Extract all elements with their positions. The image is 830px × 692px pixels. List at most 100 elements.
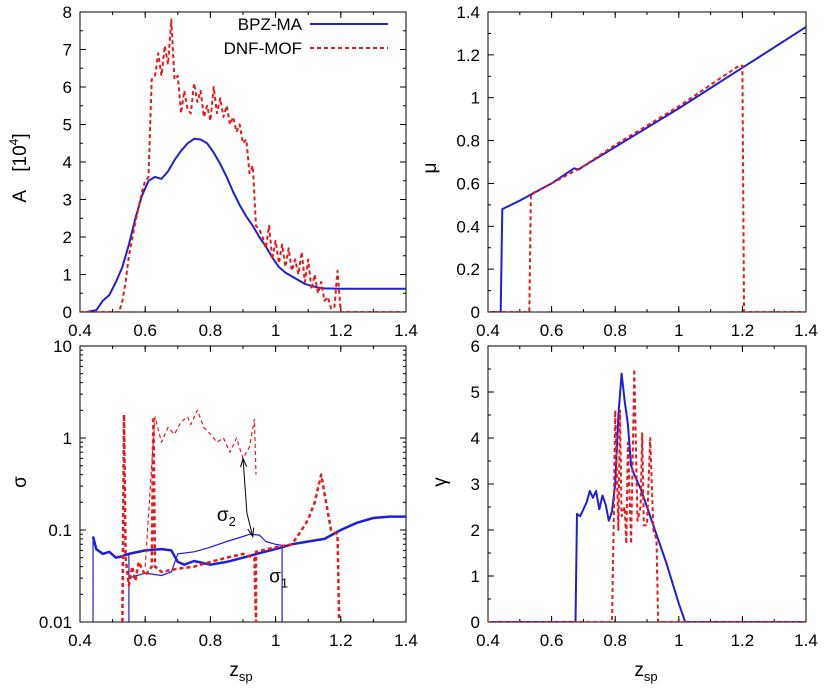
annotation-subscript: 2 xyxy=(229,514,236,529)
panel-A-ytick-label: 6 xyxy=(63,78,72,97)
panel-sigma-xtick-label: 1 xyxy=(271,631,280,650)
panel-A-xtick-label: 0.4 xyxy=(68,321,92,340)
panel-mu-xtick-label: 0.4 xyxy=(476,321,500,340)
panel-mu-xtick-label: 1.4 xyxy=(794,321,818,340)
annotation-arrow-head xyxy=(247,527,255,538)
annotation-base: σ xyxy=(217,505,229,526)
annotation-arrow-head xyxy=(240,456,248,468)
series-line-dnf-mof xyxy=(488,64,806,312)
panel-gamma-xtick-label: 0.8 xyxy=(603,631,627,650)
panel-mu-ytick-label: 0.6 xyxy=(456,174,480,193)
panel-a-ylabel-exp: 4 xyxy=(7,138,21,145)
series-line-bpz-ma xyxy=(488,372,806,622)
panel-sigma-xlabel-sub: sp xyxy=(239,669,253,684)
series-line-dnf-mof-sigma1 xyxy=(121,413,341,622)
panel-gamma-ytick-label: 4 xyxy=(471,429,480,448)
annotation-σ1: σ1 xyxy=(269,566,288,590)
annotation-base: σ xyxy=(269,566,281,587)
panel-A-ytick-label: 1 xyxy=(63,266,72,285)
panel-a-ylabel-close: ] xyxy=(10,133,31,138)
panel-gamma-xlabel-sub: sp xyxy=(644,669,658,684)
panel-gamma-frame xyxy=(487,345,807,623)
panel-gamma-series-group xyxy=(488,368,806,622)
panel-sigma-xlabel: zsp xyxy=(229,660,252,684)
panel-gamma-xlabel-main: z xyxy=(634,660,644,681)
panel-A-ytick-label: 2 xyxy=(63,228,72,247)
panel-gamma-xtick-label: 1 xyxy=(674,631,683,650)
series-line-dnf-mof-sigma2 xyxy=(144,409,257,567)
panel-gamma-ytick-label: 0 xyxy=(471,613,480,632)
panel-mu-plot: μ 0.4 0.6 0.8 1 1.2 1.4 0 0.2 0.4 0.6 0.8 1 1.2 1.4 xyxy=(420,3,818,340)
panel-mu-ytick-label: 1.4 xyxy=(456,3,480,22)
panel-gamma-xtick-label: 0.4 xyxy=(476,631,500,650)
panel-gamma-ytick-label: 5 xyxy=(471,383,480,402)
panel-sigma-ytick-label: 10 xyxy=(53,337,72,356)
panel-A-ytick-label: 4 xyxy=(63,153,72,172)
annotation-subscript: 1 xyxy=(281,575,288,590)
series-line-bpz-ma-sigma1 xyxy=(91,515,406,566)
panel-sigma-series-group xyxy=(91,409,406,622)
panel-gamma-ytick-label: 3 xyxy=(471,475,480,494)
panel-mu-ytick-label: 0.2 xyxy=(456,260,480,279)
panel-gamma-ylabel: γ xyxy=(430,477,451,487)
series-line-bpz-ma-sigma2 xyxy=(128,533,283,622)
series-line-dnf-mof xyxy=(80,18,406,312)
panel-mu-xtick-label: 0.8 xyxy=(603,321,627,340)
panel-gamma-ytick-label: 6 xyxy=(471,337,480,356)
panel-A-ytick-label: 0 xyxy=(63,303,72,322)
legend-label-bpz-ma: BPZ-MA xyxy=(238,15,303,34)
panel-mu-series-group xyxy=(488,26,806,312)
panel-A-xtick-label: 0.8 xyxy=(199,321,223,340)
panel-mu-xtick-label: 1 xyxy=(674,321,683,340)
panel-gamma-xtick-label: 1.2 xyxy=(731,631,755,650)
panel-a-plot: A [104] BPZ-MA DNF-MOF 0.4 0.6 0.8 1 1.2 1.40… xyxy=(7,3,418,340)
panel-gamma-ytick-label: 2 xyxy=(471,521,480,540)
panel-a-ylabel-unit: [10 xyxy=(10,145,31,171)
panel-sigma-ytick-label: 1 xyxy=(63,429,72,448)
panel-sigma-xtick-label: 0.4 xyxy=(68,631,92,650)
panel-gamma-plot: γ zsp 0.4 0.6 0.8 1 1.2 1.4 0 1 2 3 4 5 6 xyxy=(430,337,818,684)
panel-A-ytick-label: 8 xyxy=(63,3,72,22)
panel-a-ylabel-main: A xyxy=(10,190,31,203)
panel-mu-xtick-label: 0.6 xyxy=(540,321,564,340)
panel-gamma-xlabel: zsp xyxy=(634,660,657,684)
panel-sigma-ytick-label: 0.1 xyxy=(48,521,72,540)
panel-mu-ytick-label: 0.8 xyxy=(456,132,480,151)
panel-A-xtick-label: 1 xyxy=(271,321,280,340)
panel-mu-ytick-label: 1 xyxy=(471,89,480,108)
panel-A-ytick-label: 3 xyxy=(63,191,72,210)
panel-A-ytick-label: 5 xyxy=(63,116,72,135)
panel-A-xtick-label: 0.6 xyxy=(133,321,157,340)
panel-A-ytick-label: 7 xyxy=(63,41,72,60)
panel-sigma-ylabel: σ xyxy=(10,476,31,488)
panel-mu-ylabel: μ xyxy=(420,163,441,174)
annotation-arrow-line xyxy=(246,512,254,537)
panel-gamma-ytick-label: 1 xyxy=(471,567,480,586)
panel-sigma-ytick-label: 0.01 xyxy=(39,613,72,632)
series-line-bpz-ma xyxy=(86,137,406,312)
panel-mu-ytick-label: 0 xyxy=(471,303,480,322)
panel-sigma-xtick-label: 0.8 xyxy=(199,631,223,650)
panel-mu-ytick-label: 1.2 xyxy=(456,46,480,65)
panel-gamma-xtick-label: 1.4 xyxy=(794,631,818,650)
panel-A-series-group xyxy=(80,18,406,312)
panel-sigma-xtick-label: 1.4 xyxy=(394,631,418,650)
panel-sigma-xlabel-main: z xyxy=(229,660,239,681)
legend: BPZ-MA DNF-MOF xyxy=(224,15,388,58)
panel-sigma-xtick-label: 1.2 xyxy=(329,631,353,650)
annotation-arrow-line xyxy=(242,458,248,514)
panel-a-ylabel: A [104] xyxy=(7,133,31,202)
legend-label-dnf-mof: DNF-MOF xyxy=(224,39,302,58)
panel-sigma-xtick-label: 0.6 xyxy=(133,631,157,650)
panel-A-xtick-label: 1.2 xyxy=(329,321,353,340)
series-line-bpz-ma xyxy=(488,26,806,312)
annotation-σ2: σ2 xyxy=(217,505,236,529)
panel-gamma-xtick-label: 0.6 xyxy=(540,631,564,650)
panel-A-xtick-label: 1.4 xyxy=(394,321,418,340)
panel-mu-ytick-label: 0.4 xyxy=(456,217,480,236)
series-line-dnf-mof xyxy=(488,368,806,622)
panel-mu-xtick-label: 1.2 xyxy=(731,321,755,340)
